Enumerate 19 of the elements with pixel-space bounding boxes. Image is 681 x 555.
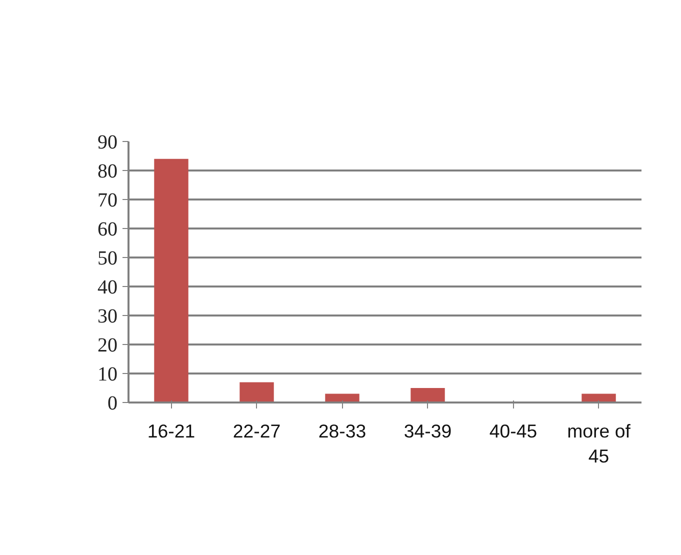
- y-tick-label: 70: [98, 190, 118, 212]
- x-tick-label: 34-39: [404, 420, 452, 442]
- y-tick-label: 60: [98, 218, 118, 240]
- y-tick-label: 0: [108, 392, 118, 414]
- x-tick-label: 28-33: [318, 420, 366, 442]
- y-tick-label: 40: [98, 276, 118, 298]
- x-tick-label: 22-27: [232, 420, 281, 442]
- bar: [240, 382, 274, 402]
- bar: [154, 158, 188, 402]
- x-tick-label: 40-45: [489, 420, 538, 442]
- bar: [410, 388, 445, 402]
- y-tick-label: 20: [98, 334, 118, 356]
- y-tick-label: 10: [98, 364, 118, 386]
- y-tick-label: 80: [98, 160, 118, 182]
- y-tick-label: 90: [98, 132, 118, 154]
- x-tick-label: more of 45: [567, 420, 632, 467]
- x-tick-label: 16-21: [147, 420, 196, 442]
- y-tick-label: 50: [98, 248, 118, 270]
- y-tick-label: 30: [98, 306, 118, 328]
